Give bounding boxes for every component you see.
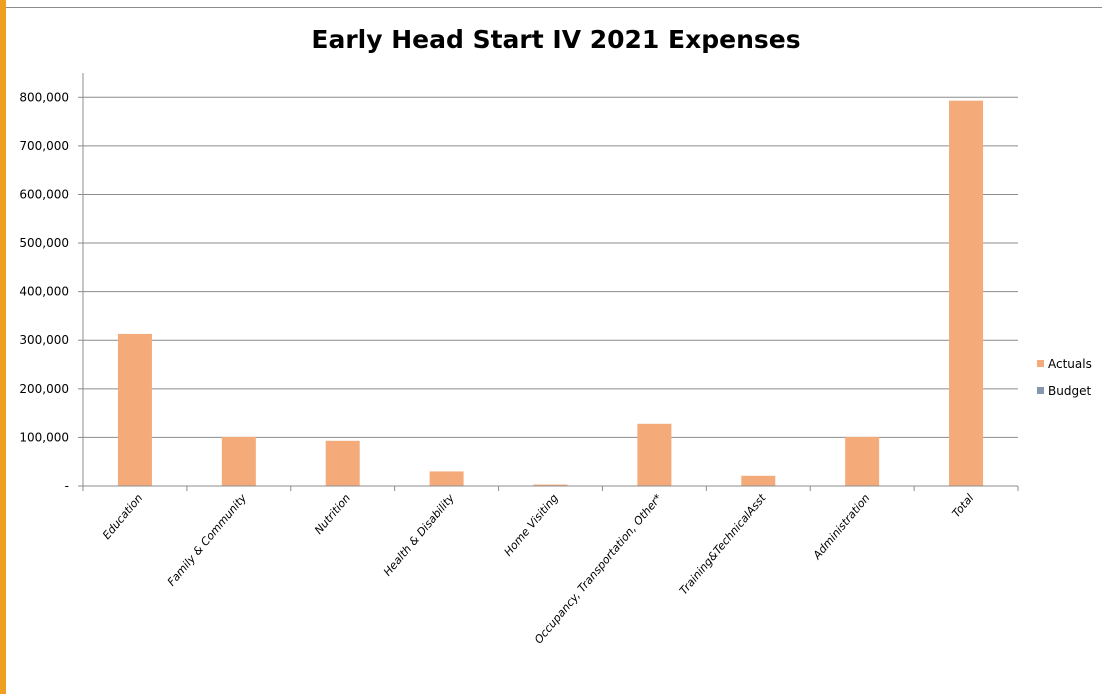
legend: Actuals Budget <box>1037 357 1092 398</box>
y-tick-labels: - 100,000 200,000 300,000 400,000 500,000 600,… <box>19 90 69 493</box>
window-frame-top <box>6 0 1102 8</box>
x-tick-label: Nutrition <box>312 492 353 537</box>
x-tick-label: Occupancy, Transportation, Other* <box>532 491 665 646</box>
bars <box>117 100 984 486</box>
bar-actuals <box>325 440 360 486</box>
y-tick-label: 300,000 <box>19 333 69 347</box>
chart-title: Early Head Start IV 2021 Expenses <box>311 25 800 54</box>
x-tick-label: Total <box>950 492 977 520</box>
x-tick-label: Health & Disability <box>381 491 457 578</box>
x-tick-labels: Education Family & Community Nutrition Heal… <box>100 491 976 646</box>
window-frame-left <box>0 0 6 694</box>
y-tick-label: 500,000 <box>19 236 69 250</box>
legend-label: Actuals <box>1048 357 1092 371</box>
x-tick-label: Training&TechnicalAsst <box>677 491 769 597</box>
legend-swatch <box>1037 387 1044 394</box>
y-tick-label: - <box>65 479 69 493</box>
y-tick-label: 100,000 <box>19 430 69 444</box>
y-tick-label: 800,000 <box>19 90 69 104</box>
bar-actuals <box>741 475 776 486</box>
x-tick-label: Administration <box>810 492 872 563</box>
bar-actuals <box>949 100 984 486</box>
bar-actuals <box>221 436 256 486</box>
bar-actuals <box>845 436 880 486</box>
bar-actuals <box>533 484 568 486</box>
x-tick-label: Family & Community <box>165 491 250 588</box>
bar-actuals <box>117 333 152 486</box>
legend-label: Budget <box>1048 384 1091 398</box>
gridlines <box>83 96 1018 438</box>
axes <box>78 73 1019 491</box>
x-tick-label: Education <box>100 492 145 542</box>
y-tick-label: 400,000 <box>19 285 69 299</box>
bar-actuals <box>637 423 672 486</box>
y-tick-label: 700,000 <box>19 139 69 153</box>
x-tick-label: Home Visiting <box>502 492 561 559</box>
y-tick-label: 600,000 <box>19 187 69 201</box>
bar-actuals <box>429 471 464 486</box>
y-tick-label: 200,000 <box>19 382 69 396</box>
legend-swatch <box>1037 360 1044 367</box>
